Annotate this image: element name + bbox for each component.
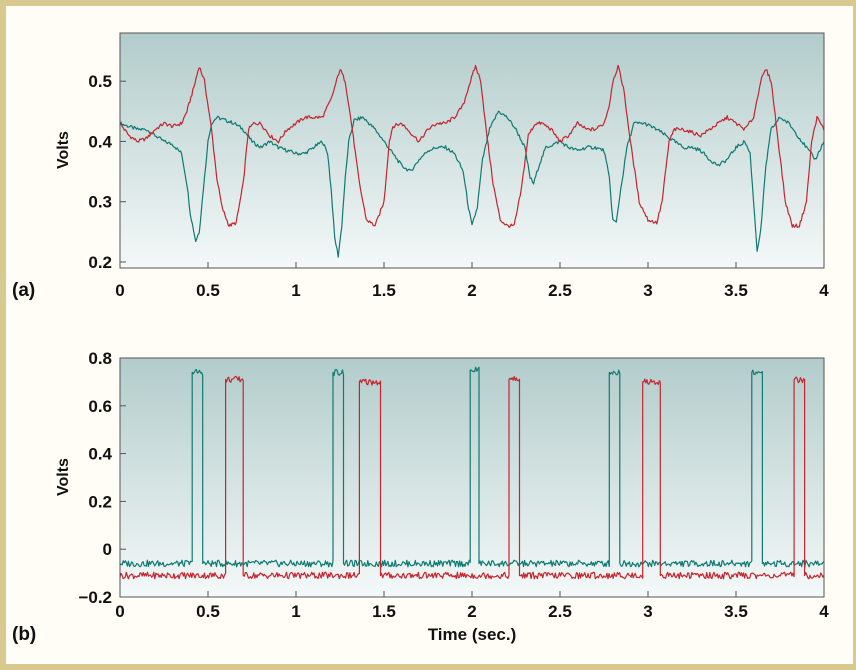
panel-a-x-tick-label: 3.5 <box>724 281 748 300</box>
panel-b-series-red <box>120 375 824 580</box>
panel-a-y-tick-label: 0.3 <box>88 193 112 212</box>
panel-b-x-tick-label: 4 <box>819 602 829 621</box>
panel-a-plot-area <box>120 33 824 268</box>
panel-b-x-tick-label: 1.5 <box>372 602 396 621</box>
panel-a-x-tick-label: 2.5 <box>548 281 572 300</box>
panel-a: 0 0.5 1 1.5 2 2.5 3 3.5 4 0.2 0.3 0.4 0.5 Volts (a) <box>12 32 829 301</box>
panel-b-x-tick-label: 3 <box>643 602 652 621</box>
panel-b-x-tick-label: 3.5 <box>724 602 748 621</box>
panel-b-y-tick-label: 0 <box>103 540 112 559</box>
panel-a-x-tick-label: 1.5 <box>372 281 396 300</box>
panel-a-x-tick-label: 2 <box>467 281 476 300</box>
panel-b-x-tick-label: 1 <box>291 602 300 621</box>
panel-b-y-tick-label: −0.2 <box>78 588 112 607</box>
panel-b-y-tick-label: 0.2 <box>88 492 112 511</box>
panel-b-ylabel: Volts <box>55 458 72 496</box>
panel-a-x-tick-label: 0.5 <box>196 281 220 300</box>
panel-a-ticks: 0 0.5 1 1.5 2 2.5 3 3.5 4 0.2 0.3 0.4 0.5 <box>88 72 829 300</box>
panel-b-x-tick-label: 2 <box>467 602 476 621</box>
panel-b-x-tick-label: 2.5 <box>548 602 572 621</box>
panel-b-x-tick-label: 0 <box>115 602 124 621</box>
panel-a-y-tick-label: 0.2 <box>88 253 112 272</box>
panel-b: 0 0.5 1 1.5 2 2.5 3 3.5 4−0.200.20.40.60.8 Volts… <box>12 349 829 645</box>
panel-b-xlabel: Time (sec.) <box>428 625 517 644</box>
panel-b-y-tick-label: 0.4 <box>88 445 112 464</box>
panel-a-x-tick-label: 4 <box>819 281 829 300</box>
panel-b-plot-area <box>120 358 824 597</box>
panel-b-series-teal <box>120 366 824 568</box>
panel-a-y-tick-label: 0.4 <box>88 132 112 151</box>
panel-a-x-tick-label: 1 <box>291 281 300 300</box>
panel-b-traces <box>120 366 824 580</box>
chart-svg: 0 0.5 1 1.5 2 2.5 3 3.5 40.20.30.40.5 Volts (a) … <box>12 32 829 645</box>
panel-b-ticks: 0 0.5 1 1.5 2 2.5 3 3.5 4−0.200.20.40.60.8 <box>78 349 829 621</box>
panel-b-x-tick-label: 0.5 <box>196 602 220 621</box>
panel-a-ylabel: Volts <box>55 131 72 169</box>
panel-b-label: (b) <box>12 624 36 645</box>
panel-a-y-tick-label: 0.5 <box>88 72 112 91</box>
panel-a-x-tick-label: 3 <box>643 281 652 300</box>
panel-b-y-tick-label: 0.8 <box>88 349 112 368</box>
panel-a-series-red <box>120 64 824 229</box>
panel-a-series-teal <box>120 110 824 258</box>
panel-a-label: (a) <box>12 280 35 301</box>
panel-b-y-tick-label: 0.6 <box>88 397 112 416</box>
panel-a-traces <box>120 64 824 258</box>
panel-a-x-tick-label: 0 <box>115 281 124 300</box>
